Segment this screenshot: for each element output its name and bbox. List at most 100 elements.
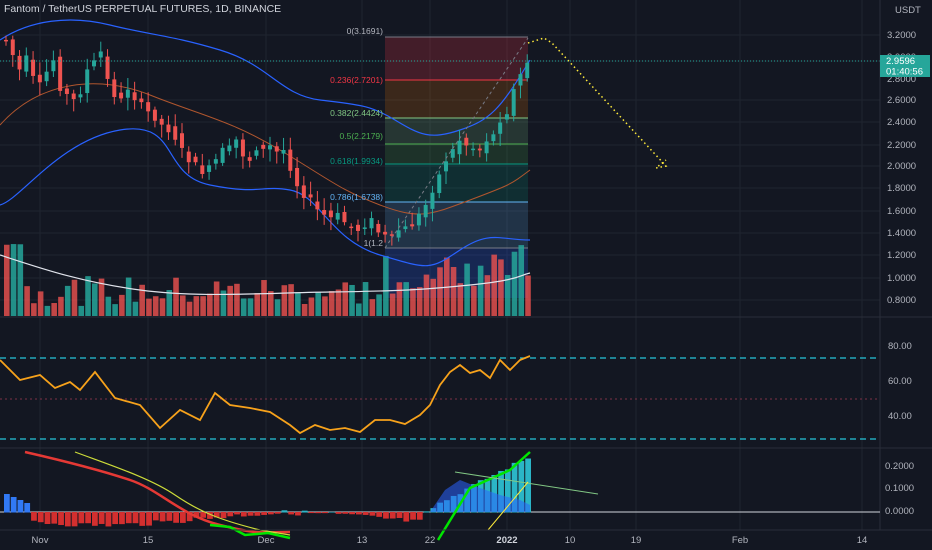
macd-histogram-bar — [186, 512, 193, 522]
candle-body — [281, 149, 286, 154]
volume-bar — [362, 282, 369, 316]
candle-body — [322, 210, 327, 215]
volume-bar — [85, 276, 91, 316]
candle-body — [416, 213, 421, 226]
price-axis-tick: 1.2000 — [887, 250, 916, 261]
macd-histogram-bar — [17, 500, 24, 513]
macd-histogram-bar — [44, 512, 51, 525]
macd-histogram-bar — [213, 512, 220, 518]
candle-body — [504, 114, 509, 120]
volume-bar — [159, 298, 166, 316]
volume-bar — [356, 303, 362, 316]
macd-histogram-bar — [308, 512, 315, 514]
rsi-axis-tick: 80.00 — [888, 341, 912, 352]
candle-body — [518, 74, 523, 86]
candle-body — [207, 165, 212, 172]
fib-trend-line — [384, 37, 529, 249]
candle-body — [119, 92, 124, 99]
candle-body — [213, 159, 218, 164]
volume-bar — [31, 303, 37, 316]
candle-body — [274, 146, 279, 152]
macd-histogram-bar — [315, 512, 322, 514]
candle-body — [24, 55, 29, 72]
candle-body — [369, 218, 374, 229]
candle-body — [484, 141, 489, 154]
macd-histogram-bar — [10, 497, 17, 513]
time-axis-label: 10 — [565, 535, 576, 546]
bollinger-lower-band — [0, 128, 531, 267]
macd-histogram-bar — [58, 512, 64, 526]
candle-body — [31, 59, 36, 76]
volume-bar — [152, 296, 159, 316]
volume-bar — [112, 304, 118, 316]
rsi-pane[interactable] — [0, 355, 880, 440]
bar-countdown: 01:40:56 — [886, 67, 923, 78]
price-pane[interactable]: 0(3.1691) 0.236(2.7201) 0.382(2.4424) 0.5(2… — [0, 19, 880, 316]
fib-level-label: 0.382(2.4424) — [330, 108, 383, 118]
fibonacci-retracement[interactable] — [385, 36, 528, 298]
macd-histogram-bar — [78, 512, 85, 524]
volume-bar — [254, 293, 261, 316]
macd-histogram-bar — [389, 512, 396, 519]
time-axis-label: 22 — [425, 535, 436, 546]
candle-body — [525, 62, 530, 79]
candle-body — [17, 55, 22, 70]
macd-trend-line — [74, 451, 291, 536]
macd-histogram-bar — [356, 512, 362, 515]
volume-bar — [328, 291, 335, 316]
fib-level-label: 0(3.1691) — [347, 26, 384, 36]
time-axis-label: Nov — [32, 535, 49, 546]
currency-label[interactable]: USDT — [895, 5, 921, 16]
volume-bar — [200, 296, 206, 316]
candle-body — [78, 94, 83, 98]
macd-histogram-bar — [376, 512, 383, 517]
candle-body — [268, 145, 272, 150]
time-axis-label: 13 — [357, 535, 368, 546]
volume-bar — [423, 274, 430, 316]
bollinger-basis-line — [0, 83, 531, 215]
volume-bar — [288, 284, 294, 316]
price-axis[interactable]: 3.2000 2.8000 2.6000 2.4000 2.2000 2.0000 1.80… — [887, 30, 916, 306]
volume-bar — [193, 296, 200, 316]
macd-histogram-bar — [504, 469, 511, 513]
macd-histogram-bar — [261, 512, 267, 515]
macd-histogram-bar — [193, 512, 200, 518]
candle-body — [349, 226, 354, 229]
candle-body — [85, 69, 90, 94]
candle-body — [362, 227, 367, 229]
macd-histogram-bar — [268, 512, 274, 515]
time-axis-label: 14 — [857, 535, 868, 546]
candle-body — [112, 79, 117, 98]
volume-bar — [491, 254, 497, 316]
time-axis[interactable]: Nov 15 Dec 13 22 2022 10 19 Feb 14 — [32, 535, 868, 546]
chart-symbol-title[interactable]: Fantom / TetherUS PERPETUAL FUTURES, 1D,… — [4, 3, 282, 15]
volume-bar — [504, 274, 511, 316]
macd-axis: 0.2000 0.1000 0.0000 — [885, 461, 914, 517]
volume-bar — [322, 296, 328, 316]
volume-bar — [186, 301, 193, 316]
volume-bar — [369, 299, 376, 316]
volume-bar — [450, 266, 457, 316]
price-axis-tick: 1.0000 — [887, 273, 916, 284]
price-projection-path[interactable] — [527, 37, 668, 169]
candle-body — [166, 124, 171, 133]
macd-axis-tick: 0.1000 — [885, 483, 914, 494]
candle-body — [132, 92, 137, 101]
candle-body — [335, 212, 340, 220]
candle-body — [308, 194, 313, 198]
macd-pane[interactable] — [0, 450, 880, 541]
rsi-axis-tick: 60.00 — [888, 376, 912, 387]
macd-histogram-bar — [525, 458, 531, 513]
macd-drawn-line — [487, 481, 529, 531]
candle-body — [410, 224, 415, 227]
candle-body — [240, 139, 245, 157]
volume-bar — [268, 291, 274, 316]
candle-body — [193, 156, 198, 163]
last-price-value: 2.9596 — [886, 56, 915, 67]
macd-histogram-bar — [98, 512, 105, 524]
fib-band — [385, 144, 528, 164]
candle-body — [51, 60, 56, 72]
candle-body — [430, 192, 435, 209]
fib-band — [385, 164, 528, 202]
